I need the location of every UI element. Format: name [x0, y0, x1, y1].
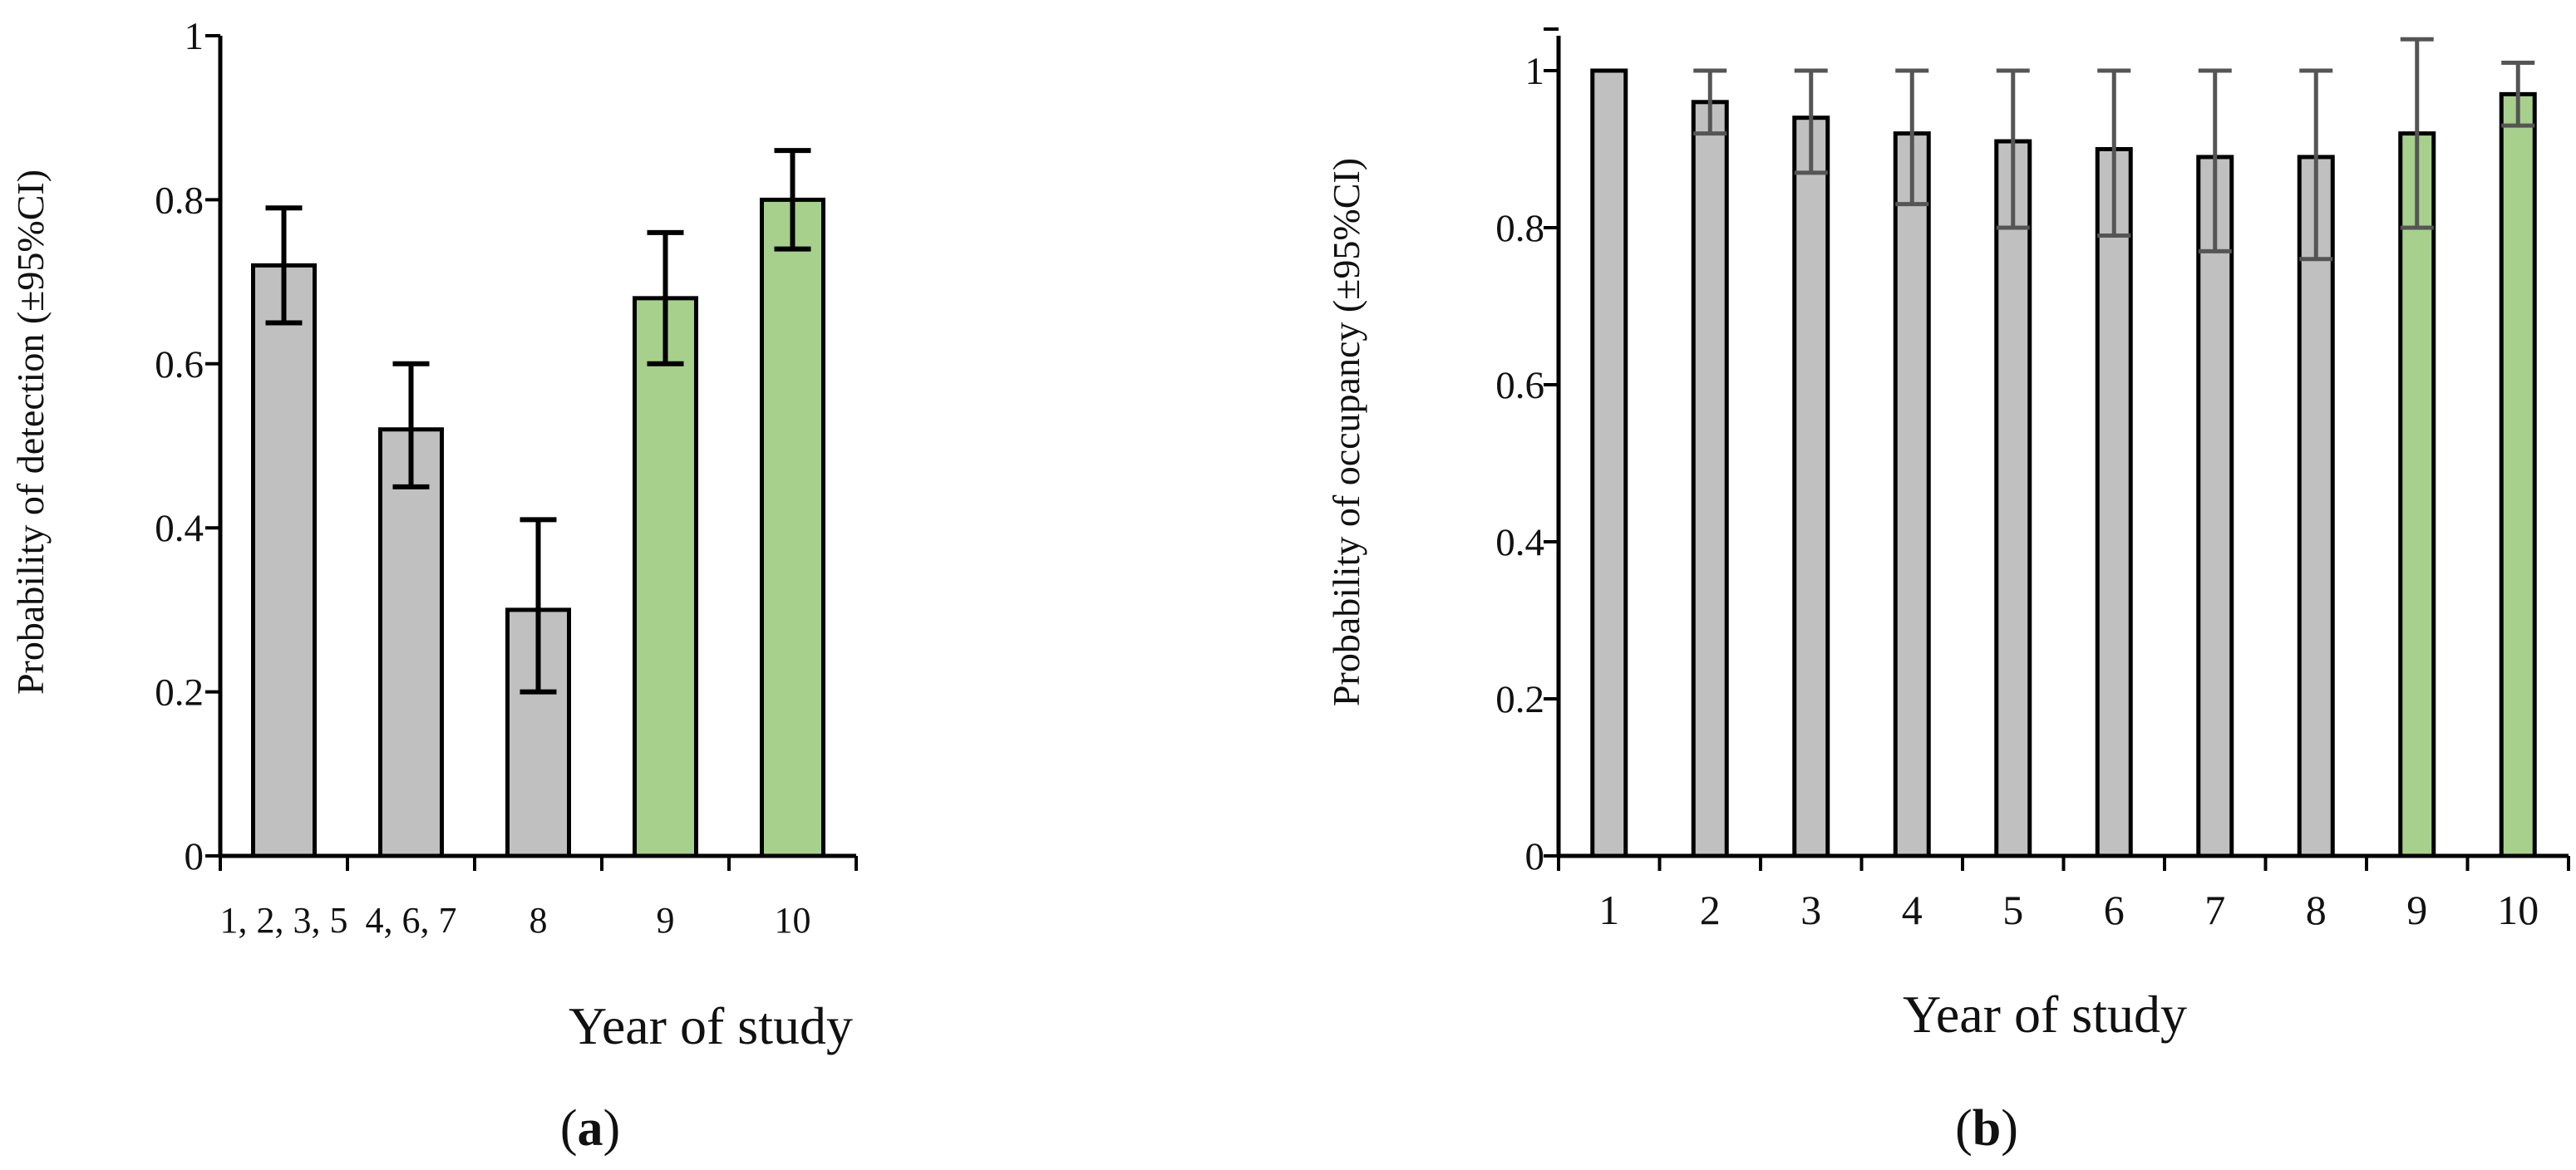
y-tick-label: 0.6 [1495, 364, 1544, 407]
bar-a-2 [378, 427, 444, 858]
y-tick-label: 0 [185, 835, 204, 878]
panel-b-y-axis-title: Probability of occupancy (±95%CI) [1325, 158, 1367, 706]
panel-a-x-axis-title: Year of study [569, 996, 853, 1055]
x-tick-label: 1 [1598, 887, 1619, 933]
panel-a-axes [205, 34, 858, 871]
panel-b-x-axis-title: Year of study [1903, 985, 2187, 1044]
panel-b-bars [1590, 68, 2537, 858]
x-tick-label: 7 [2204, 887, 2225, 933]
bar-b-6 [2095, 147, 2133, 858]
panel-b-y-tick-labels: 0 0.2 0.4 0.6 0.8 1 [1495, 50, 1544, 878]
panel-b-label-letter: b [1973, 1100, 2001, 1157]
panel-a-label-letter: a [578, 1100, 603, 1157]
y-tick-label: 1 [1525, 50, 1545, 93]
x-tick-label: 5 [2002, 887, 2023, 933]
y-tick-label: 0.2 [155, 671, 204, 715]
bar-b-5 [1994, 139, 2032, 858]
panel-b-label: (b) [1955, 1100, 2018, 1157]
x-tick-label: 2 [1700, 887, 1721, 933]
bar-b-7 [2196, 155, 2234, 858]
bar-b-10 [2499, 91, 2537, 858]
panel-b-error-bars [1693, 37, 2535, 262]
y-tick-label: 0.2 [1495, 678, 1544, 721]
panel-b-x-tick-labels: 1 2 3 4 5 6 7 8 9 10 [1598, 887, 2539, 933]
panel-a-x-tick-labels: 1, 2, 3, 5 4, 6, 7 8 9 10 [220, 900, 811, 941]
panel-a-y-axis-title: Probability of detection (±95%CI) [9, 170, 52, 695]
y-tick-label: 0.8 [1495, 207, 1544, 250]
x-tick-label: 8 [2306, 887, 2327, 933]
y-tick-label: 0.8 [155, 179, 204, 222]
x-tick-label: 8 [529, 900, 548, 941]
bar-a-1 [251, 263, 317, 858]
x-tick-label: 4, 6, 7 [366, 900, 457, 941]
y-tick-label: 0.4 [1495, 521, 1544, 564]
x-tick-label: 4 [1902, 887, 1923, 933]
x-tick-label: 1, 2, 3, 5 [220, 900, 348, 941]
panel-b-chart: 0 0.2 0.4 0.6 0.8 1 1 2 3 4 5 6 7 8 9 10 Year of study… [1325, 27, 2570, 1157]
panel-b-axes [1544, 27, 2570, 871]
bar-b-3 [1792, 116, 1830, 858]
x-tick-label: 10 [2497, 887, 2539, 933]
y-tick-label: 0.6 [155, 343, 204, 386]
y-tick-label: 0.4 [155, 507, 204, 550]
bar-b-9 [2398, 131, 2436, 858]
panel-a-label: (a) [560, 1100, 620, 1157]
panel-a-error-bars [265, 148, 811, 695]
x-tick-label: 10 [775, 900, 811, 941]
x-tick-label: 9 [2406, 887, 2427, 933]
x-tick-label: 3 [1800, 887, 1821, 933]
y-tick-label: 1 [185, 15, 204, 58]
y-tick-label: 0 [1525, 835, 1545, 878]
bar-b-4 [1893, 131, 1931, 858]
bar-a-5 [760, 197, 825, 858]
x-tick-label: 9 [657, 900, 675, 941]
x-tick-label: 6 [2104, 887, 2125, 933]
panel-a-y-tick-labels: 0 0.2 0.4 0.6 0.8 1 [155, 15, 204, 878]
bar-b-1 [1590, 68, 1628, 858]
bar-b-8 [2297, 155, 2335, 858]
bar-a-4 [633, 296, 698, 858]
panel-a-chart: 0 0.2 0.4 0.6 0.8 1 1, 2, 3, 5 4, 6, 7 8 9 10 Yea… [9, 15, 858, 1157]
bar-b-2 [1691, 100, 1729, 858]
